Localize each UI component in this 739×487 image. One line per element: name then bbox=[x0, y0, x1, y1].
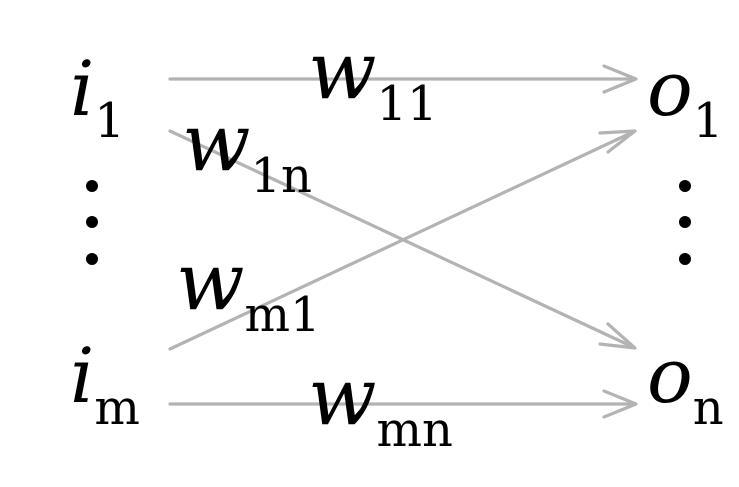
output-node-last: on bbox=[647, 331, 724, 436]
output-node-first: o1 bbox=[647, 44, 723, 149]
weight-label-wm1: wm1 bbox=[176, 235, 321, 343]
weight-label-wmn: wmn bbox=[308, 350, 453, 458]
input-node-first: i1 bbox=[70, 44, 125, 149]
weight-label-w11: w11 bbox=[308, 24, 438, 132]
arrow-w11 bbox=[168, 64, 638, 94]
weight-label-w1n: w1n bbox=[182, 96, 312, 204]
arrow-wmn bbox=[168, 389, 638, 419]
output-vdots bbox=[679, 180, 691, 265]
arrow-wm1 bbox=[168, 129, 637, 351]
input-node-last: im bbox=[70, 331, 140, 436]
input-vdots bbox=[86, 180, 98, 265]
